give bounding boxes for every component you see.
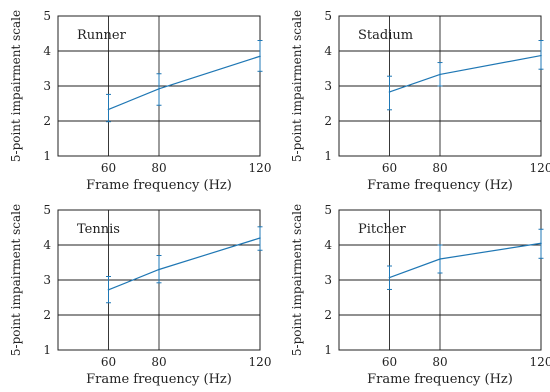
data-point [439, 73, 441, 76]
data-point [158, 268, 160, 271]
x-tick-label: 80 [432, 161, 447, 175]
y-tick-label: 2 [43, 114, 51, 128]
y-tick-label: 4 [43, 44, 51, 58]
y-tick-label: 5 [324, 203, 332, 217]
x-axis-label: Frame frequency (Hz) [367, 372, 513, 387]
x-tick-label: 60 [382, 355, 397, 369]
x-tick-label: 80 [432, 355, 447, 369]
series-line [108, 55, 261, 111]
y-tick-label: 2 [324, 308, 332, 322]
y-tick-label: 4 [324, 238, 332, 252]
data-point [259, 55, 261, 58]
y-tick-label: 3 [324, 273, 332, 287]
y-tick-label: 4 [324, 44, 332, 58]
x-axis-label: Frame frequency (Hz) [86, 372, 232, 387]
y-axis-label: 5-point impairment scale [9, 10, 23, 162]
series-line [389, 54, 542, 93]
y-tick-label: 5 [324, 9, 332, 23]
chart-panel: 1 2 3 4 5 60 80 120 Frame frequency (Hz) 5-point … [9, 9, 271, 193]
y-tick-label: 5 [43, 203, 51, 217]
x-tick-label: 120 [530, 355, 550, 369]
data-point [158, 88, 160, 90]
x-axis-label: Frame frequency (Hz) [86, 178, 232, 193]
y-tick-label: 4 [43, 238, 51, 252]
y-tick-label: 1 [43, 149, 51, 163]
chart-panel: 1 2 3 4 5 60 80 120 Frame frequency (Hz) 5-point … [290, 9, 550, 193]
y-axis-label: 5-point impairment scale [9, 204, 23, 356]
x-tick-label: 60 [101, 355, 116, 369]
x-tick-label: 60 [101, 161, 116, 175]
y-tick-label: 2 [43, 308, 51, 322]
data-point [388, 276, 391, 279]
data-point [540, 242, 542, 245]
chart-panel: 1 2 3 4 5 60 80 120 Frame frequency (Hz) 5-point … [290, 203, 550, 387]
data-point [107, 289, 110, 291]
data-point [540, 54, 542, 57]
y-tick-label: 5 [43, 9, 51, 23]
y-axis-label: 5-point impairment scale [290, 10, 304, 162]
series-line [108, 237, 261, 291]
x-tick-label: 120 [530, 161, 550, 175]
y-axis-label: 5-point impairment scale [290, 204, 304, 356]
y-tick-label: 3 [324, 79, 332, 93]
panel-title: Stadium [358, 28, 413, 43]
data-point [439, 258, 441, 260]
panel-title: Pitcher [358, 222, 406, 237]
y-tick-label: 1 [324, 343, 332, 357]
x-tick-label: 60 [382, 161, 397, 175]
y-tick-label: 1 [324, 149, 332, 163]
x-tick-label: 120 [249, 355, 272, 369]
x-tick-label: 80 [151, 161, 166, 175]
data-point [107, 108, 110, 111]
y-tick-label: 1 [43, 343, 51, 357]
panel-title: Runner [77, 28, 127, 43]
x-axis-label: Frame frequency (Hz) [367, 178, 513, 193]
panel-title: Tennis [77, 222, 120, 237]
x-tick-label: 120 [249, 161, 272, 175]
x-tick-label: 80 [151, 355, 166, 369]
chart-panel: 1 2 3 4 5 60 80 120 Frame frequency (Hz) 5-point … [9, 203, 271, 387]
data-point [388, 91, 391, 93]
series-line [389, 242, 542, 279]
y-tick-label: 2 [324, 114, 332, 128]
y-tick-label: 3 [43, 79, 51, 93]
y-tick-label: 3 [43, 273, 51, 287]
data-point [259, 237, 261, 239]
